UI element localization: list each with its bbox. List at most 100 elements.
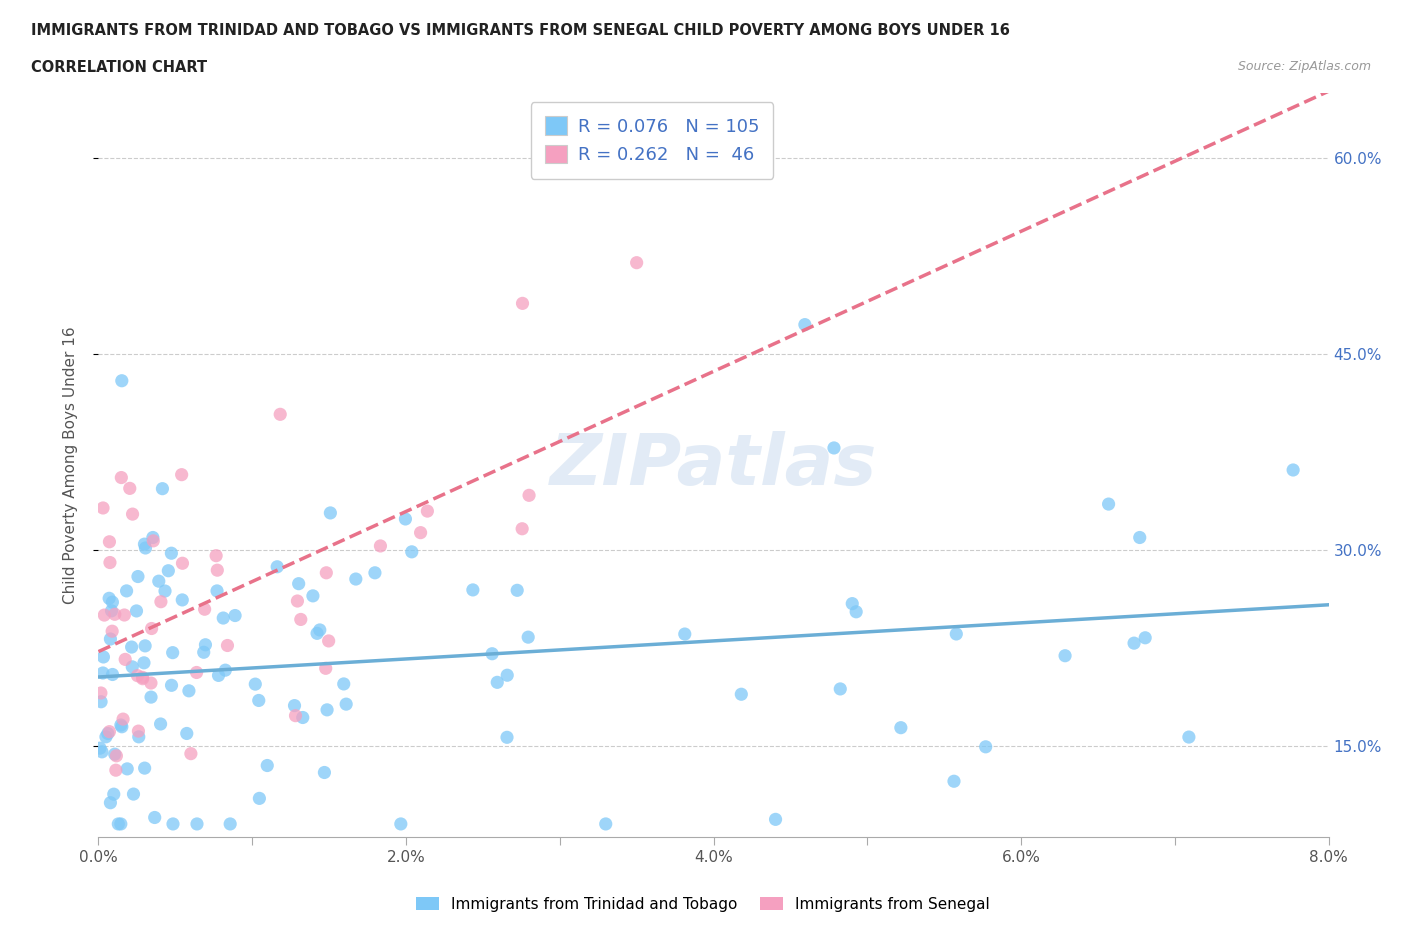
Point [118,481,141,496]
Point [194,637,217,652]
Point [142,534,165,549]
Point [496,668,519,683]
Point [307,626,329,641]
Point [461,582,484,597]
Point [111,719,134,734]
Point [134,638,156,653]
Point [176,726,198,741]
Point [974,739,997,754]
Point [101,667,124,682]
Point [148,574,170,589]
Point [91,666,114,681]
Point [335,697,357,711]
Point [287,593,309,608]
Point [1133,631,1156,645]
Point [94,729,117,744]
Point [287,577,309,591]
Point [100,631,122,646]
Point [315,661,337,676]
Point [1097,497,1119,512]
Point [194,602,217,617]
Point [143,810,166,825]
Point [193,644,215,659]
Point [149,716,172,731]
Point [316,702,339,717]
Point [496,730,519,745]
Text: CORRELATION CHART: CORRELATION CHART [31,60,207,75]
Point [409,525,432,540]
Point [506,583,529,598]
Point [245,677,267,692]
Point [765,812,787,827]
Point [247,693,270,708]
Point [481,646,503,661]
Point [256,758,278,773]
Point [127,724,149,738]
Point [845,604,868,619]
Point [139,675,162,690]
Point [90,685,112,700]
Point [98,724,121,739]
Point [149,594,172,609]
Point [127,569,149,584]
Point [394,512,416,526]
Point [141,621,163,636]
Point [110,471,132,485]
Point [945,627,967,642]
Point [162,645,184,660]
Point [370,538,392,553]
Point [101,594,124,609]
Point [186,817,208,831]
Point [308,622,330,637]
Point [207,563,229,578]
Point [283,698,305,713]
Point [172,592,194,607]
Point [134,761,156,776]
Point [105,749,128,764]
Point [131,670,153,684]
Point [112,607,135,622]
Point [122,787,145,802]
Point [134,540,156,555]
Point [510,522,533,537]
Point [512,296,534,311]
Point [160,546,183,561]
Point [152,481,174,496]
Point [1282,462,1305,477]
Point [101,624,124,639]
Point [97,726,120,741]
Point [1054,648,1077,663]
Point [319,506,342,521]
Point [1129,530,1152,545]
Point [1178,730,1201,745]
Point [266,559,288,574]
Point [205,583,228,598]
Point [121,640,143,655]
Point [104,607,127,622]
Point [107,817,129,831]
Point [517,630,540,644]
Text: IMMIGRANTS FROM TRINIDAD AND TOBAGO VS IMMIGRANTS FROM SENEGAL CHILD POVERTY AMO: IMMIGRANTS FROM TRINIDAD AND TOBAGO VS I… [31,23,1010,38]
Point [112,711,135,726]
Point [943,774,966,789]
Point [486,675,509,690]
Point [1123,636,1146,651]
Point [139,690,162,705]
Point [142,530,165,545]
Point [823,441,845,456]
Point [110,718,132,733]
Point [364,565,387,580]
Point [830,682,852,697]
Point [302,589,325,604]
Point [93,607,115,622]
Point [626,255,648,270]
Point [91,500,114,515]
Point [217,638,239,653]
Point [207,668,229,683]
Point [214,663,236,678]
Point [205,549,228,564]
Point [114,652,136,667]
Point [91,744,114,759]
Point [730,687,752,702]
Point [290,612,312,627]
